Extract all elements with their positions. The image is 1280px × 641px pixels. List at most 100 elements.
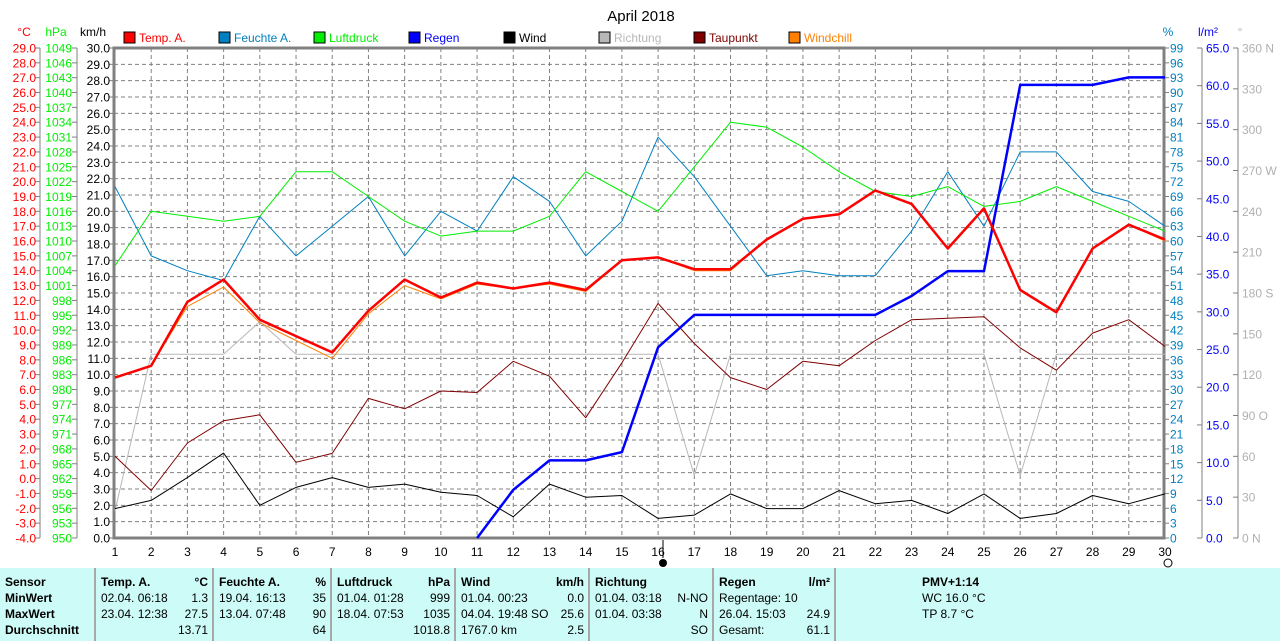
legend-swatch xyxy=(788,31,801,44)
temp-tick-label: 18.0 xyxy=(13,205,37,219)
pressure-tick-label: 983 xyxy=(52,368,72,382)
wind-unit-label: km/h xyxy=(80,25,106,39)
pressure-tick-label: 1013 xyxy=(45,220,72,234)
x-tick-label: 14 xyxy=(579,545,593,559)
wind-tick-label: 3.0 xyxy=(93,483,110,497)
temp-tick-label: 23.0 xyxy=(13,131,37,145)
temp-tick-label: 13.0 xyxy=(13,279,37,293)
wind-tick-label: 21.0 xyxy=(87,189,111,203)
rain-tick-label: 40.0 xyxy=(1206,230,1230,244)
humidity-tick-label: 42 xyxy=(1170,324,1184,338)
humidity-tick-label: 54 xyxy=(1170,264,1184,278)
temp-max-time: 23.04. 12:38 xyxy=(101,607,168,621)
wind-tick-label: 5.0 xyxy=(93,450,110,464)
pressure-tick-label: 977 xyxy=(52,398,72,412)
pressure-tick-label: 998 xyxy=(52,294,72,308)
temp-tick-label: -2.0 xyxy=(15,502,36,516)
humidity-min: 35 xyxy=(312,591,326,605)
chart-title: April 2018 xyxy=(607,8,675,25)
rain-tick-label: 25.0 xyxy=(1206,343,1230,357)
temp-tick-label: 17.0 xyxy=(13,220,37,234)
rain-tick-label: 10.0 xyxy=(1206,456,1230,470)
legend-swatch xyxy=(693,31,706,44)
direction-unit-label: ° xyxy=(1238,25,1243,39)
pressure-tick-label: 1019 xyxy=(45,190,72,204)
stats-col-pressure: Luftdruck hPa 01.04. 01:28 999 18.04. 07:5… xyxy=(330,568,454,641)
pressure-unit-label: hPa xyxy=(45,25,67,39)
x-tick-label: 30 xyxy=(1158,545,1172,559)
wind-tick-label: 17.0 xyxy=(87,254,111,268)
series-richtung xyxy=(114,321,1165,511)
pressure-tick-label: 995 xyxy=(52,309,72,323)
pressure-tick-label: 989 xyxy=(52,338,72,352)
direction-tick-label: 240 xyxy=(1242,205,1262,219)
legend-swatch xyxy=(123,31,136,44)
wind-tick-label: 27.0 xyxy=(87,91,111,105)
humidity-max-time: 13.04. 07:48 xyxy=(219,607,286,621)
rain-tick-label: 0.0 xyxy=(1206,532,1223,546)
x-tick-label: 16 xyxy=(651,545,665,559)
direction-tick-label: 0 N xyxy=(1242,532,1261,546)
x-tick-label: 27 xyxy=(1050,545,1064,559)
pressure-tick-label: 1016 xyxy=(45,205,72,219)
temp-tick-label: 29.0 xyxy=(13,42,37,56)
temp-tick-label: 12.0 xyxy=(13,294,37,308)
series-windchill xyxy=(114,190,1166,379)
humidity-tick-label: 96 xyxy=(1170,56,1184,70)
humidity-tick-label: 93 xyxy=(1170,71,1184,85)
x-tick-label: 8 xyxy=(365,545,372,559)
temp-tick-label: 14.0 xyxy=(13,264,37,278)
humidity-tick-label: 15 xyxy=(1170,457,1184,471)
temp-tick-label: 26.0 xyxy=(13,86,37,100)
x-tick-label: 6 xyxy=(293,545,300,559)
humidity-tick-label: 81 xyxy=(1170,131,1184,145)
series-regen xyxy=(476,76,1165,539)
direction-tick-label: 120 xyxy=(1242,368,1262,382)
rain-tick-label: 15.0 xyxy=(1206,418,1230,432)
pressure-tick-label: 1004 xyxy=(45,264,72,278)
wind-tick-label: 15.0 xyxy=(87,287,111,301)
wind-max-time: 04.04. 19:48 SO xyxy=(461,607,549,621)
direction-tick-label: 30 xyxy=(1242,491,1256,505)
x-tick-label: 24 xyxy=(941,545,955,559)
humidity-tick-label: 39 xyxy=(1170,338,1184,352)
temp-tick-label: -4.0 xyxy=(15,532,36,546)
temp-tick-label: 9.0 xyxy=(19,338,36,352)
wind-distance: 1767.0 km xyxy=(461,623,518,637)
pressure-tick-label: 965 xyxy=(52,457,72,471)
stats-col-rain: Regen l/m² Regentage: 10 26.04. 15:03 24.9… xyxy=(712,568,834,641)
humidity-tick-label: 0 xyxy=(1170,532,1177,546)
humidity-tick-label: 75 xyxy=(1170,160,1184,174)
temp-max: 27.5 xyxy=(184,607,208,621)
wind-tick-label: 10.0 xyxy=(87,368,111,382)
temp-tick-label: 10.0 xyxy=(13,324,37,338)
wind-tick-label: 0.0 xyxy=(93,532,110,546)
rain-title: Regen xyxy=(719,575,756,589)
humidity-max: 90 xyxy=(312,607,326,621)
wind-max: 25.6 xyxy=(560,607,584,621)
temp-tick-label: 4.0 xyxy=(19,413,36,427)
x-tick-label: 12 xyxy=(507,545,521,559)
temp-tick-label: 7.0 xyxy=(19,368,36,382)
x-tick-label: 13 xyxy=(543,545,557,559)
direction-avg: SO xyxy=(690,623,708,637)
pressure-min: 999 xyxy=(429,591,450,605)
legend-label: Temp. A. xyxy=(139,31,186,45)
stats-col-humidity: Feuchte A.% 19.04. 16:13 35 13.04. 07:48 9… xyxy=(212,568,330,641)
wind-unit: km/h xyxy=(555,575,584,589)
pressure-tick-label: 1007 xyxy=(45,249,72,263)
temp-tick-label: 24.0 xyxy=(13,116,37,130)
humidity-tick-label: 3 xyxy=(1170,517,1177,531)
wind-tick-label: 19.0 xyxy=(87,221,111,235)
humidity-tick-label: 60 xyxy=(1170,235,1184,249)
temp-tick-label: 6.0 xyxy=(19,383,36,397)
pressure-tick-label: 1040 xyxy=(45,86,72,100)
x-tick-label: 15 xyxy=(615,545,629,559)
wind-tick-label: 6.0 xyxy=(93,434,110,448)
temp-tick-label: 22.0 xyxy=(13,145,37,159)
x-tick-label: 20 xyxy=(796,545,810,559)
statistics-panel: Sensor MinWert MaxWert Durchschnitt Temp… xyxy=(0,568,1280,641)
wind-tick-label: 13.0 xyxy=(87,319,111,333)
temp-tick-label: 16.0 xyxy=(13,235,37,249)
